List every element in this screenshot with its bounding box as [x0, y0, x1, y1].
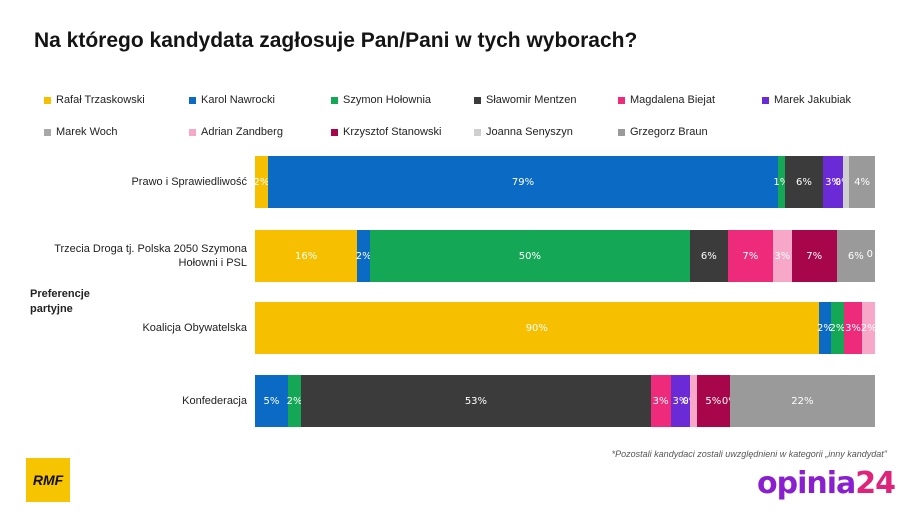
legend-label-woch: Marek Woch — [56, 126, 118, 138]
bar-segment-zandberg — [690, 375, 697, 427]
legend-item-holownia: Szymon Hołownia — [331, 94, 431, 106]
data-label: 2% — [860, 322, 877, 334]
legend-label-zandberg: Adrian Zandberg — [201, 126, 283, 138]
data-label: 6% — [847, 250, 864, 262]
bar-segment-holownia: 2% — [286, 375, 303, 427]
stacked-bar: 16% 2% 50% 6% 7% 3% 7% 6% 0 — [255, 230, 875, 282]
stacked-bar: 90% 2% 2% 3% 2% — [255, 302, 877, 354]
bar-segment-biejat: 3% — [650, 375, 671, 427]
legend-item-stanowski: Krzysztof Stanowski — [331, 126, 441, 138]
opinia24-logo: opinia24 — [756, 466, 896, 501]
bar-segment-biejat: 3% — [843, 302, 863, 354]
legend-item-trzaskowski: Rafał Trzaskowski — [44, 94, 145, 106]
opinia-logo-number: 24 — [855, 466, 896, 501]
legend-label-holownia: Szymon Hołownia — [343, 94, 432, 106]
data-label: 3% — [845, 322, 861, 334]
legend-label-stanowski: Krzysztof Stanowski — [343, 126, 442, 138]
rmf-logo: RMF — [26, 458, 70, 502]
row-label: Trzecia Droga tj. Polska 2050 Szymona Ho… — [54, 243, 247, 269]
chart-title: Na którego kandydata zagłosuje Pan/Pani … — [34, 29, 638, 52]
group-label-preferencje: Preferencje partyjne — [30, 288, 90, 315]
bar-segment-trzaskowski: 90% — [255, 302, 819, 354]
data-label: 22% — [791, 395, 814, 407]
legend-item-zandberg: Adrian Zandberg — [189, 126, 283, 138]
bar-segment-braun: 4% — [849, 156, 875, 208]
legend-item-jakubiak: Marek Jakubiak — [762, 94, 851, 106]
legend-item-woch: Marek Woch — [44, 126, 118, 138]
data-label: 90% — [525, 322, 548, 334]
legend-swatch-woch — [44, 128, 51, 136]
data-label: 6% — [700, 250, 717, 262]
legend-swatch-senyszyn — [474, 128, 481, 136]
stacked-bar: 5%2%53%3%3%0%5%0%22% — [255, 375, 875, 427]
data-label: 6% — [796, 176, 812, 188]
bar-segment-jakubiak: 3% — [670, 375, 691, 427]
bar-segment-braun: 22% — [729, 375, 875, 427]
bar-segment-biejat: 7% — [727, 230, 773, 282]
data-label: 3% — [825, 176, 841, 188]
legend-item-braun: Grzegorz Braun — [618, 126, 708, 138]
legend-swatch-nawrocki — [189, 96, 196, 104]
bar-segment-trzaskowski: 16% — [255, 230, 358, 282]
data-label: 4% — [854, 176, 870, 188]
data-label: 2% — [286, 395, 303, 407]
legend-swatch-stanowski — [331, 128, 338, 136]
data-label: 3% — [672, 395, 689, 407]
legend-label-nawrocki: Karol Nawrocki — [201, 94, 275, 106]
footnote: *Pozostali kandydaci zostali uwzględnien… — [611, 449, 887, 459]
data-label: 5% — [263, 395, 280, 407]
row-label: Koalicja Obywatelska — [142, 322, 247, 334]
legend-label-senyszyn: Joanna Senyszyn — [486, 126, 573, 138]
opinia-logo-text: opinia — [756, 466, 856, 501]
legend-swatch-biejat — [618, 96, 625, 104]
legend-swatch-trzaskowski — [44, 96, 51, 104]
bar-segment-holownia: 50% — [370, 230, 690, 282]
legend-item-senyszyn: Joanna Senyszyn — [474, 126, 573, 138]
bar-segment-holownia: 2% — [829, 302, 845, 354]
bar-segment-zandberg: 3% — [772, 230, 792, 282]
legend-item-mentzen: Sławomir Mentzen — [474, 94, 576, 106]
legend-label-jakubiak: Marek Jakubiak — [774, 94, 852, 106]
bar-segment-trzaskowski: 2% — [254, 156, 269, 208]
legend-swatch-zandberg — [189, 128, 196, 136]
legend-item-biejat: Magdalena Biejat — [618, 94, 715, 106]
bar-segment-nawrocki: 2% — [356, 230, 372, 282]
data-label: 53% — [464, 395, 488, 407]
legend-swatch-holownia — [331, 96, 338, 104]
bar-segment-nawrocki: 79% — [267, 156, 779, 208]
legend-label-trzaskowski: Rafał Trzaskowski — [56, 94, 145, 106]
rmf-logo-text: RMF — [32, 472, 64, 488]
trailing-label: 0 — [866, 249, 873, 260]
bar-segment-stanowski: 7% — [791, 230, 837, 282]
legend-item-nawrocki: Karol Nawrocki — [189, 94, 275, 106]
legend-label-biejat: Magdalena Biejat — [630, 94, 716, 106]
bar-segment-jakubiak: 3% — [823, 156, 843, 208]
data-label: 50% — [518, 250, 541, 262]
legend-swatch-mentzen — [474, 96, 481, 104]
data-label: 7% — [806, 250, 823, 262]
bar-segment-stanowski: 5% — [696, 375, 730, 427]
row-label: Prawo i Sprawiedliwość — [131, 176, 247, 188]
bar-segment-nawrocki: 2% — [817, 302, 833, 354]
data-label: 16% — [295, 250, 318, 262]
data-label: 5% — [705, 395, 722, 407]
data-label: 79% — [511, 176, 535, 188]
row-label: Konfederacja — [182, 395, 247, 407]
legend-swatch-jakubiak — [762, 96, 769, 104]
data-label: 3% — [774, 250, 791, 262]
legend-swatch-braun — [618, 128, 625, 136]
data-label: 3% — [652, 395, 669, 407]
bar-segment-mentzen: 6% — [784, 156, 824, 208]
bar-segment-senyszyn — [842, 156, 850, 208]
bar-segment-nawrocki: 5% — [255, 375, 288, 427]
bar-segment-zandberg: 2% — [860, 302, 877, 354]
bar-segment-mentzen: 53% — [301, 375, 651, 427]
bar-segment-mentzen: 6% — [689, 230, 728, 282]
data-label: 7% — [742, 250, 759, 262]
stacked-bar: 2%79%1%6%3%0%4% — [254, 156, 875, 208]
legend-label-braun: Grzegorz Braun — [630, 126, 708, 138]
legend-label-mentzen: Sławomir Mentzen — [486, 94, 577, 106]
